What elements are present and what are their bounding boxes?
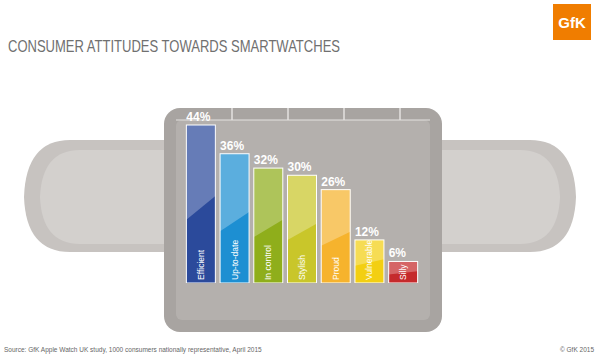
svg-text:Silly: Silly xyxy=(398,264,408,280)
svg-text:© GfK 2015: © GfK 2015 xyxy=(560,346,594,353)
svg-text:Proud: Proud xyxy=(331,257,341,280)
svg-text:44%: 44% xyxy=(186,110,210,124)
svg-text:In control: In control xyxy=(263,245,273,280)
svg-text:Vulnerable: Vulnerable xyxy=(364,239,374,280)
svg-text:32%: 32% xyxy=(254,153,278,167)
svg-text:Stylish: Stylish xyxy=(297,255,307,280)
svg-text:36%: 36% xyxy=(220,139,244,153)
svg-text:Source: GfK Apple Watch UK stu: Source: GfK Apple Watch UK study, 1000 c… xyxy=(4,346,262,354)
svg-text:Efficient: Efficient xyxy=(196,249,206,280)
svg-text:CONSUMER ATTITUDES TOWARDS SMA: CONSUMER ATTITUDES TOWARDS SMARTWATCHES xyxy=(8,37,340,56)
svg-text:26%: 26% xyxy=(321,175,345,189)
svg-text:30%: 30% xyxy=(288,160,312,174)
svg-text:GfK: GfK xyxy=(558,14,586,31)
svg-text:6%: 6% xyxy=(389,246,407,260)
svg-text:Up-to-date: Up-to-date xyxy=(230,240,240,280)
svg-text:12%: 12% xyxy=(355,225,379,239)
